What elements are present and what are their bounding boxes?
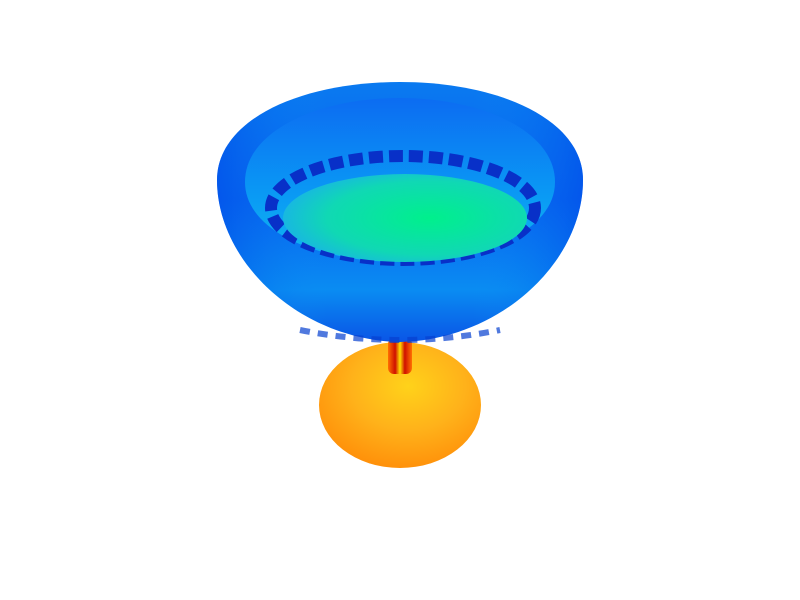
bowl-lower-band — [299, 327, 501, 343]
bowl-bottom — [283, 174, 527, 262]
base-sphere — [319, 342, 481, 468]
stem — [388, 338, 412, 374]
